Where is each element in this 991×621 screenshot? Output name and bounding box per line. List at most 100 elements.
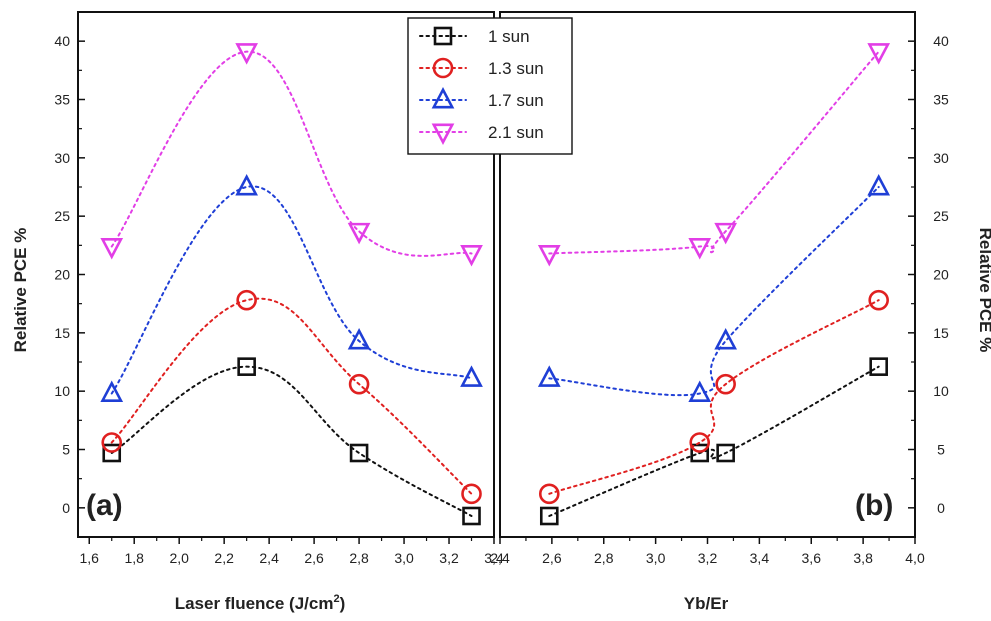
y-tick-label: 5 [62,442,70,458]
series-line [110,185,473,395]
x-axis-b: 2,4 2,6 2,8 3,0 3,2 3,4 3,6 3,8 4,0 [490,537,925,566]
series-1-sun-b [539,357,888,526]
data-point [235,43,259,65]
y-tick-label: 25 [933,208,949,224]
legend-label: 1 sun [488,27,530,46]
data-point [460,245,483,267]
y-tick-label: 15 [933,325,949,341]
x-tick-label: 2,8 [594,550,614,566]
legend-label: 1.3 sun [488,59,544,78]
data-point [714,222,738,245]
series-line [548,299,880,495]
legend-marker [431,87,455,109]
series-1-7-sun-a [100,174,483,403]
x-axis-title-a: Laser fluence (J/cm2) [175,593,346,613]
series-line [548,365,880,517]
x-tick-label: 2,4 [259,550,279,566]
data-point [869,357,888,376]
x-axis-title-b: Yb/Er [684,594,729,613]
y-tick-label: 35 [54,92,70,108]
y-tick-label: 30 [933,150,949,166]
y-tick-label: 0 [937,500,945,516]
x-tick-label: 1,6 [80,550,100,566]
x-tick-label: 2,2 [214,550,234,566]
y-tick-label: 20 [54,267,70,283]
legend-item: 1.3 sun [419,57,544,79]
series-1-3-sun-b [538,289,889,505]
x-tick-label: 3,4 [750,550,770,566]
panel-label-a: (a) [86,489,123,522]
y-axis-a: 0 5 10 15 20 25 30 35 40 [54,33,85,516]
data-point [236,289,257,311]
data-point [100,238,124,260]
panel-a: 0 5 10 15 20 25 30 35 40 1,6 1,8 2,0 2,2 2,4 2,6 2,8 3,0… [54,11,504,566]
x-axis-a: 1,6 1,8 2,0 2,2 2,4 2,6 2,8 3,0 3,2 3,4 [80,537,504,566]
series-1-sun-a [102,357,481,526]
y-tick-label: 5 [937,442,945,458]
data-point [716,443,735,463]
legend: 1 sun 1.3 sun 1.7 sun 2.1 sun [407,17,573,155]
data-point [348,373,370,395]
y-tick-label: 0 [62,500,70,516]
x-tick-label: 3,0 [646,550,666,566]
y-tick-label: 35 [933,92,949,108]
data-point [537,365,561,387]
series-line [110,365,473,517]
x-tick-label: 3,8 [853,550,873,566]
x-tick-label: 3,0 [394,550,414,566]
y-tick-label: 40 [54,33,70,49]
data-point [690,443,710,463]
series-line [110,297,473,495]
panel-label-b: (b) [855,489,893,522]
series-1-7-sun-b [537,174,891,403]
data-point [538,483,560,505]
data-point [347,328,371,350]
legend-marker [431,123,455,145]
data-point [688,380,712,403]
data-point [460,365,483,387]
x-tick-label: 1,8 [124,550,144,566]
data-point [235,174,259,196]
series-2-1-sun-b [537,43,891,267]
x-tick-label: 3,2 [698,550,718,566]
data-point [539,506,559,526]
legend-label: 2.1 sun [488,123,544,142]
data-point [688,238,712,260]
data-point [237,357,256,376]
data-point [714,328,738,350]
series-1-3-sun-a [101,289,482,505]
x-tick-label: 2,6 [304,550,324,566]
y-tick-label: 15 [54,325,70,341]
data-point [462,506,481,526]
x-tick-label: 2,4 [490,550,510,566]
series-line [548,186,880,397]
x-tick-label: 2,0 [169,550,189,566]
legend-item: 2.1 sun [419,123,544,145]
data-point [715,373,736,395]
legend-marker [432,57,454,79]
legend-item: 1 sun [419,26,530,46]
x-tick-label: 3,4 [484,550,504,566]
data-point [867,43,891,65]
y-axis-b: 0 5 10 15 20 25 30 35 40 [908,33,949,516]
series-line [110,50,473,257]
y-tick-label: 20 [933,267,949,283]
y-axis-title-right: Relative PCE % [976,228,991,353]
x-tick-label: 3,6 [802,550,822,566]
data-point [461,483,482,505]
series-line [548,50,880,255]
data-point [101,432,123,453]
data-point [867,174,891,196]
y-tick-label: 25 [54,208,70,224]
x-tick-label: 2,8 [349,550,369,566]
panel-b: 0 5 10 15 20 25 30 35 40 2,4 2,6 2,8 3,0 3,2 3,4 3,6 3,8… [490,11,949,566]
y-tick-label: 40 [933,33,949,49]
data-point [102,443,122,463]
x-tick-label: 3,2 [439,550,459,566]
series-2-1-sun-a [100,43,483,267]
legend-item: 1.7 sun [419,87,544,110]
legend-marker [433,26,453,46]
data-point [100,380,124,403]
y-tick-label: 10 [933,383,949,399]
